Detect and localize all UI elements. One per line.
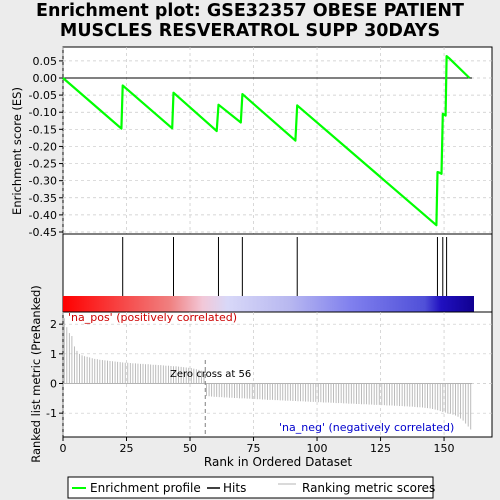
ranking-y-label: Ranked list metric (PreRanked): [29, 285, 43, 463]
rk-xtick-label: 125: [370, 442, 391, 455]
legend-enrichment-profile: Enrichment profile: [90, 481, 201, 495]
es-ytick-label: -0.45: [29, 226, 57, 239]
rk-xtick-label: 25: [120, 442, 134, 455]
rk-ytick-label: -1: [46, 407, 57, 420]
ranking-y-axis: 2 1 0 -1: [46, 318, 63, 420]
legend-box: [67, 476, 434, 499]
es-ytick-label: 0.05: [33, 55, 58, 68]
ranking-panel: [62, 311, 493, 438]
es-ytick-label: -0.15: [29, 123, 57, 136]
rk-xtick-label: 150: [434, 442, 455, 455]
rk-xtick-label: 0: [60, 442, 67, 455]
es-ytick-label: -0.25: [29, 158, 57, 171]
chart-title: Enrichment plot: GSE32357 OBESE PATIENT …: [0, 1, 500, 41]
enrichment-panel: [62, 46, 493, 235]
ranking-x-label: Rank in Ordered Dataset: [204, 455, 352, 469]
ranking-grid: [62, 312, 492, 437]
ranking-bars: [63, 318, 472, 430]
rk-ytick-label: 1: [50, 348, 57, 361]
legend-hits: Hits: [223, 481, 246, 495]
es-ytick-label: -0.35: [29, 192, 57, 205]
enrichment-y-axis: 0.05 0.00 -0.05 -0.10 -0.15 -0.20 -0.25 -0.30 -0…: [29, 55, 63, 239]
rk-ytick-label: 2: [50, 318, 57, 331]
rk-xtick-label: 50: [183, 442, 197, 455]
es-ytick-label: -0.40: [29, 209, 57, 222]
rk-ytick-label: 0: [50, 378, 57, 391]
neg-correlated-label: 'na_neg' (negatively correlated): [279, 421, 454, 434]
es-ytick-label: -0.05: [29, 89, 57, 102]
es-ytick-label: -0.30: [29, 175, 57, 188]
ranking-x-axis: 0 25 50 75 100 125 150: [60, 437, 455, 455]
enrichment-y-label: Enrichment score (ES): [10, 87, 24, 215]
chart-title-line-2: MUSCLES RESVERATROL SUPP 30DAYS: [59, 21, 441, 41]
pos-correlated-label: 'na_pos' (positively correlated): [68, 311, 237, 324]
enrichment-profile-line: [62, 54, 471, 227]
es-ytick-label: -0.20: [29, 140, 57, 153]
es-ytick-label: 0.00: [33, 72, 58, 85]
es-ytick-label: -0.10: [29, 106, 57, 119]
rk-xtick-label: 100: [307, 442, 328, 455]
chart-title-line-1: Enrichment plot: GSE32357 OBESE PATIENT: [35, 1, 464, 21]
rank-color-bar: [63, 296, 474, 312]
rk-xtick-label: 75: [247, 442, 261, 455]
zero-cross-label: Zero cross at 56: [170, 369, 251, 380]
legend-ranking-metric-scores: Ranking metric scores: [302, 481, 435, 495]
